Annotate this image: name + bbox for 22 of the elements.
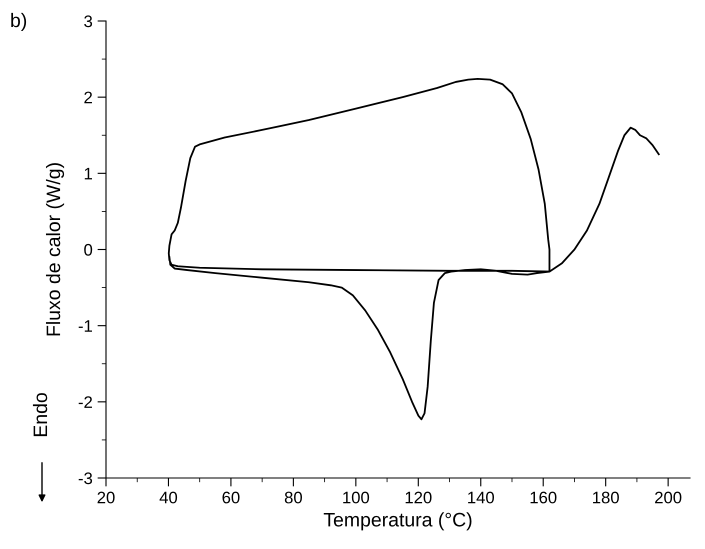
- line-series: [168, 78, 660, 420]
- y-tick-label: -2: [78, 396, 92, 408]
- x-tick-label: 20: [98, 492, 115, 504]
- x-tick-label: 40: [160, 492, 178, 504]
- x-tick-label: 180: [593, 492, 619, 504]
- x-tick-label: 100: [343, 492, 370, 504]
- y-tick-label: 1: [84, 168, 92, 180]
- x-tick-label: 140: [468, 492, 494, 504]
- x-tick-label: 200: [655, 492, 682, 504]
- y-tick-label: 3: [84, 15, 92, 28]
- text: b): [11, 12, 26, 32]
- x-tick-label: 160: [530, 492, 556, 504]
- y-axis-title: Fluxo de calor (W/g): [46, 163, 64, 336]
- text: Endo: [32, 393, 48, 436]
- y-tick-label: 0: [84, 244, 92, 256]
- x-axis-title: Temperatura (°C): [324, 512, 472, 530]
- x-tick-label: 80: [284, 492, 302, 504]
- y-tick-label: 2: [84, 92, 92, 104]
- x-tick-label: 60: [222, 492, 240, 504]
- y-tick-label: -1: [78, 320, 92, 332]
- y-tick-label: -3: [78, 472, 92, 484]
- x-tick-label: 120: [406, 492, 432, 504]
